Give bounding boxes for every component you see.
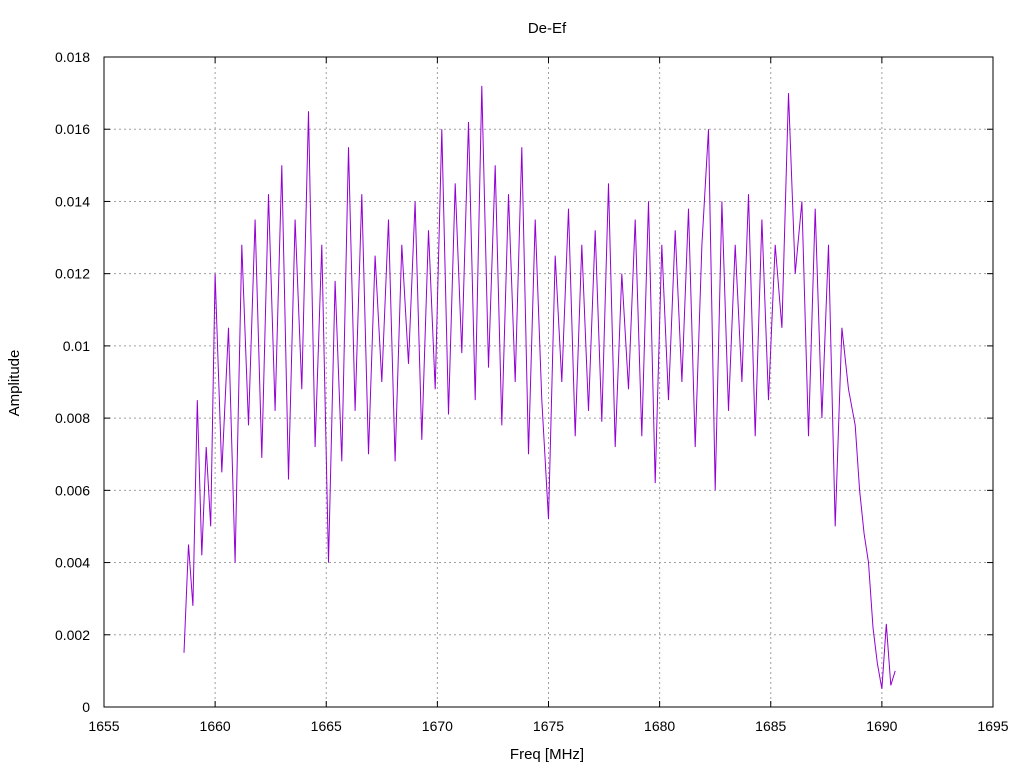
y-tick-label: 0.012 bbox=[55, 266, 90, 282]
x-tick-label: 1670 bbox=[422, 718, 453, 734]
x-tick-label: 1675 bbox=[533, 718, 564, 734]
x-tick-labels: 1655 1660 1665 1670 1675 1680 1685 1690 1695 bbox=[88, 718, 1008, 734]
series-line bbox=[183, 85, 896, 689]
chart-title: De-Ef bbox=[528, 20, 567, 37]
series-layer bbox=[183, 85, 896, 689]
y-tick-label: 0.008 bbox=[55, 410, 90, 426]
y-tick-label: 0.002 bbox=[55, 627, 90, 643]
x-tick-label: 1660 bbox=[200, 718, 231, 734]
x-tick-label: 1665 bbox=[311, 718, 342, 734]
y-tick-label: 0.014 bbox=[55, 193, 90, 209]
y-tick-label: 0.01 bbox=[63, 338, 90, 354]
y-tick-labels: 0 0.002 0.004 0.006 0.008 0.01 0.012 0.014 0.016… bbox=[55, 49, 90, 715]
x-tick-label: 1685 bbox=[755, 718, 786, 734]
y-tick-label: 0.018 bbox=[55, 49, 90, 65]
y-axis-title: Amplitude bbox=[6, 350, 23, 417]
y-tick-label: 0.016 bbox=[55, 121, 90, 137]
x-tick-label: 1655 bbox=[88, 718, 119, 734]
y-tick-label: 0.006 bbox=[55, 482, 90, 498]
y-tick-label: 0 bbox=[82, 699, 90, 715]
grid-lines bbox=[104, 57, 993, 707]
x-tick-label: 1690 bbox=[866, 718, 897, 734]
x-tick-label: 1680 bbox=[644, 718, 675, 734]
x-tick-label: 1695 bbox=[977, 718, 1008, 734]
y-tick-label: 0.004 bbox=[55, 555, 90, 571]
tick-marks bbox=[103, 56, 994, 708]
x-axis-title: Freq [MHz] bbox=[510, 746, 584, 763]
